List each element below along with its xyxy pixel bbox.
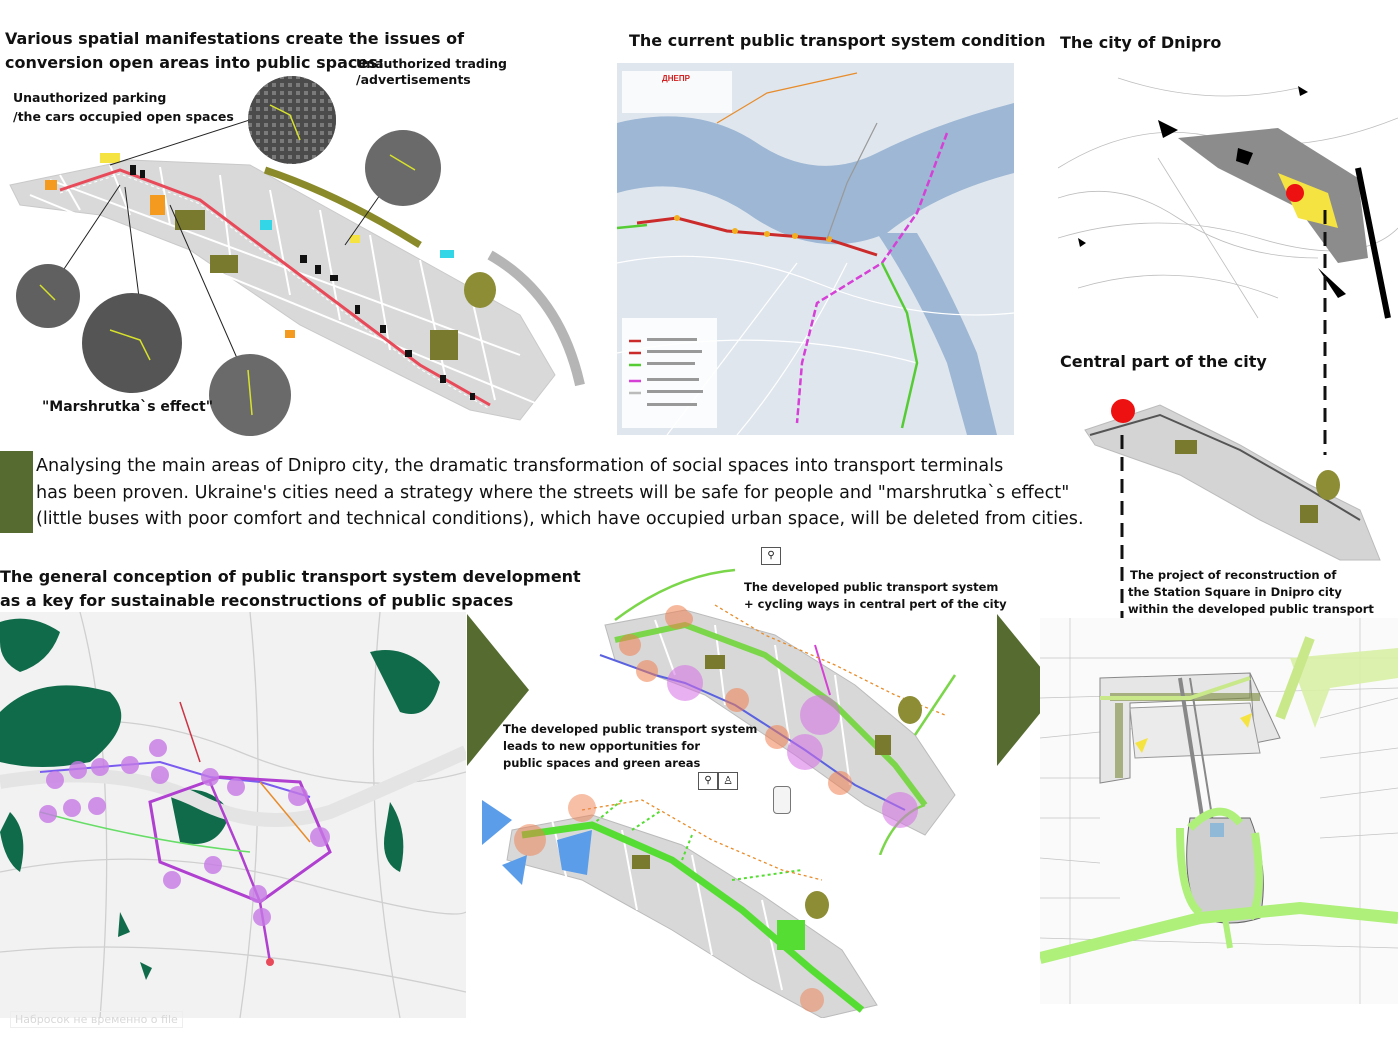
central-title: Central part of the city [1060,352,1267,371]
trading-label-line1: Unauthorized trading [356,56,508,71]
marshrutka-label: "Marshrutka`s effect" [42,399,214,415]
central-map [1084,399,1381,561]
watermark-text: Набросок не временно о file [10,1011,183,1028]
analysis-line1: Analysing the main areas of Dnipro city,… [36,456,1004,476]
conception-title-line2: as a key for sustainable reconstructions… [0,591,514,610]
conception-title-line1: The general conception of public transpo… [0,567,581,586]
project-label-line1: The project of reconstruction of [1130,568,1337,582]
city-title: The city of Dnipro [1060,33,1222,52]
analysis-line3: (little buses with poor comfort and tech… [36,509,1084,529]
parking-label-line1: Unauthorized parking [13,90,167,105]
project-label-line2: the Station Square in Dnipro city [1128,585,1342,599]
developed-label-line2: + cycling ways in central pert of the ci… [744,597,1007,611]
opportunities-label-line2: leads to new opportunities for [503,739,701,753]
dashed-connectors [1120,210,1327,650]
conception-map [0,612,466,1018]
issues-title-line2: conversion open areas into public spaces… [5,53,385,72]
parking-label-line2: /the cars occupied open spaces [13,109,234,124]
issues-city-map [9,76,585,436]
opportunities-label-line3: public spaces and green areas [503,756,701,770]
developed-label-line1: The developed public transport system [744,580,999,594]
station-square-plan [1040,618,1398,1004]
right-arrow-icon [467,614,529,766]
bicycle-icon: ⚲ [761,547,781,565]
city-map [1058,58,1398,330]
right-arrow-icon [997,614,1059,766]
current-transport-map: ДНЕПР [617,63,1014,435]
transport-condition-title: The current public transport system cond… [629,31,1046,50]
pedestrian-icon: ♙ [718,772,738,790]
analysis-line2: has been proven. Ukraine's cities need a… [36,483,1070,503]
analysis-accent-bar [0,451,33,533]
opportunities-label-line1: The developed public transport system [503,722,758,736]
cycling-ways-map [599,568,957,855]
trading-label-line2: /advertisements [356,72,471,87]
map-header-text: ДНЕПР [662,74,691,83]
bicycle-icon: ⚲ [698,772,718,790]
tram-icon [773,786,791,814]
green-areas-map [482,794,878,1018]
issues-title-line1: Various spatial manifestations create th… [5,29,465,48]
